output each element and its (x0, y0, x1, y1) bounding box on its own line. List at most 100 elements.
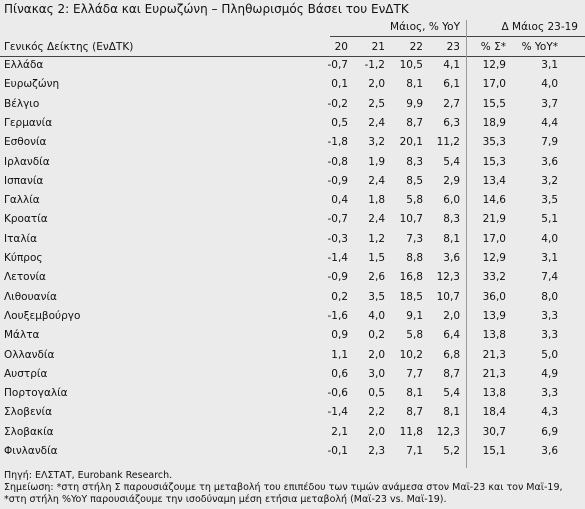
cell: 10,5 (399, 59, 423, 71)
row-label: Φινλανδία (4, 445, 58, 457)
cell: 9,9 (406, 97, 423, 110)
cell: 1,5 (368, 252, 385, 264)
cell: 0,4 (331, 194, 348, 207)
cell: 8,7 (443, 367, 460, 380)
cell: 12,9 (482, 252, 506, 264)
cell: 7,7 (406, 367, 423, 380)
rule (330, 36, 585, 37)
cell: 3,5 (368, 290, 385, 303)
cell: 8,1 (443, 232, 460, 245)
cell: 4,4 (541, 116, 558, 129)
cell: -1,4 (327, 406, 349, 419)
cell: -0,9 (327, 271, 349, 284)
cell: -1,4 (327, 252, 349, 264)
cell: 5,2 (443, 445, 460, 457)
cell: 3,3 (541, 329, 558, 342)
column-header: Γενικός Δείκτης (ΕνΔΤΚ) (4, 41, 134, 53)
cell: 14,6 (482, 194, 506, 207)
cell: 3,1 (541, 59, 558, 71)
cell: 13,9 (482, 309, 506, 322)
cell: 17,0 (482, 232, 506, 245)
cell: 6,9 (541, 425, 558, 438)
column-header: 21 (371, 41, 385, 53)
row-label: Κροατία (4, 213, 48, 226)
cell: 10,2 (399, 348, 423, 361)
cell: 2,0 (368, 78, 385, 91)
cell: 30,7 (482, 425, 506, 438)
cell: -0,1 (327, 445, 349, 457)
cell: 3,5 (541, 194, 558, 207)
cell: -1,8 (327, 136, 349, 149)
row-label: Ιρλανδία (4, 155, 50, 168)
row-label: Ελλάδα (4, 59, 44, 71)
cell: -0,8 (327, 155, 349, 168)
row-label: Σλοβακία (4, 425, 54, 438)
cell: 2,0 (368, 348, 385, 361)
cell: 3,0 (368, 367, 385, 380)
cell: 0,5 (331, 116, 348, 129)
group-header: Δ Μάιος 23-19 (501, 21, 579, 33)
cell: 8,7 (406, 116, 423, 129)
row-label: Κύπρος (4, 252, 43, 264)
cell: 3,6 (541, 445, 558, 457)
cell: 2,4 (368, 174, 385, 187)
cell: 3,3 (541, 309, 558, 322)
cell: 6,1 (443, 78, 460, 91)
row-label: Γαλλία (4, 194, 40, 207)
cell: 2,3 (368, 445, 385, 457)
cell: 8,1 (406, 78, 423, 91)
cell: 7,4 (541, 271, 558, 284)
cell: 3,3 (541, 387, 558, 400)
cell: 1,9 (368, 155, 385, 168)
row-label: Εσθονία (4, 136, 47, 149)
cell: 21,9 (482, 213, 506, 226)
cell: 8,1 (443, 406, 460, 419)
cell: 10,7 (399, 213, 423, 226)
cell: 13,8 (482, 329, 506, 342)
cell: 6,4 (443, 329, 460, 342)
cell: 2,9 (443, 174, 460, 187)
row-label: Αυστρία (4, 367, 48, 380)
row-label: Βέλγιο (4, 97, 40, 110)
separator (466, 20, 467, 468)
cell: 35,3 (482, 136, 506, 149)
cell: 33,2 (482, 271, 506, 284)
cell: 0,2 (331, 290, 348, 303)
cell: 10,7 (436, 290, 460, 303)
cell: 5,1 (541, 213, 558, 226)
cell: 5,0 (541, 348, 558, 361)
cell: 21,3 (482, 367, 506, 380)
cell: 8,8 (406, 252, 423, 264)
cell: -0,7 (327, 213, 349, 226)
cell: 20,1 (399, 136, 423, 149)
cell: 13,4 (482, 174, 506, 187)
cell: 2,4 (368, 213, 385, 226)
cell: 3,2 (368, 136, 385, 149)
cell: 2,6 (368, 271, 385, 284)
cell: 0,2 (368, 329, 385, 342)
row-label: Μάλτα (4, 329, 40, 342)
cell: 16,8 (399, 271, 423, 284)
cell: 4,1 (443, 59, 460, 71)
cell: 2,7 (443, 97, 460, 110)
cell: 18,4 (482, 406, 506, 419)
row-label: Γερμανία (4, 116, 53, 129)
cell: 15,1 (482, 445, 506, 457)
group-header: Μάιος, % YoY (390, 21, 460, 33)
row-label: Λουξεμβούργο (4, 309, 81, 322)
cell: 5,8 (406, 194, 423, 207)
row-label: Ιταλία (4, 232, 38, 245)
cell: 18,9 (482, 116, 506, 129)
cell: -0,2 (327, 97, 349, 110)
cell: 8,3 (406, 155, 423, 168)
row-label: Σλοβενία (4, 406, 52, 419)
cell: 8,0 (541, 290, 558, 303)
cell: 7,9 (541, 136, 558, 149)
cell: 0,6 (331, 367, 348, 380)
cell: 8,5 (406, 174, 423, 187)
cell: -0,3 (327, 232, 349, 245)
cell: 6,0 (443, 194, 460, 207)
cell: 8,3 (443, 213, 460, 226)
cell: 7,1 (406, 445, 423, 457)
